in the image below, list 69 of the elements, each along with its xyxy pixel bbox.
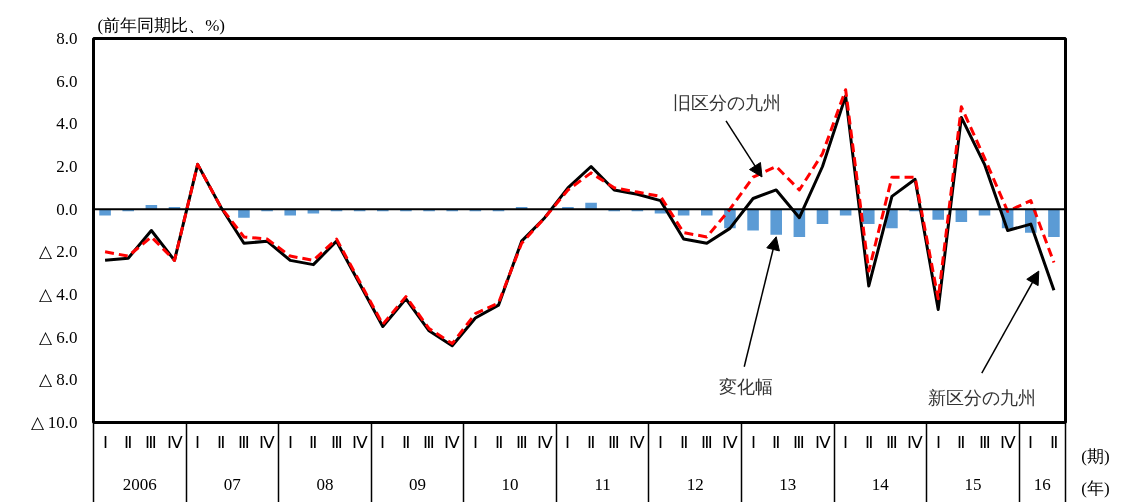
text: 変化幅 [719,376,774,397]
x-tick-label: Ⅳ [444,432,461,452]
x-tick-label: Ⅳ [536,432,553,452]
x-tick-label: Ⅱ [1049,432,1058,452]
y-tick-label: △ 6.0 [39,327,78,347]
text: 11 [594,474,611,494]
x-axis-title: (期) [1081,446,1110,466]
y-tick-label: △ 2.0 [39,242,78,262]
text: 07 [223,474,242,494]
x-tick-label: Ⅳ [721,432,738,452]
x-tick-label: Ⅲ [608,432,621,452]
x-tick-label: Ⅳ [907,432,924,452]
text: 10 [501,474,519,494]
x-tick-label: Ⅱ [864,432,873,452]
x-tick-label: Ⅰ [287,432,293,452]
text: 15 [964,474,982,494]
x-tick-label: Ⅱ [679,432,688,452]
x-tick-label: Ⅰ [843,432,849,452]
text: 09 [409,474,426,494]
x-tick-label: Ⅱ [772,432,781,452]
y-tick-label: 4.0 [56,114,78,134]
x-tick-label: Ⅰ [195,432,201,452]
x-tick-label: Ⅲ [515,432,528,452]
x-tick-label: Ⅲ [978,432,991,452]
x-tick-label: Ⅲ [793,432,806,452]
x-tick-label: Ⅳ [999,432,1016,452]
text: 旧区分の九州 [673,92,782,113]
text: 2006 [122,474,157,494]
x-tick-label: Ⅳ [351,432,368,452]
text: 新区分の九州 [927,388,1036,409]
x-tick-label: Ⅲ [145,432,158,452]
y-tick-label: 0.0 [56,199,78,219]
y-axis-title: (前年同期比、%) [97,15,225,35]
x-tick-label: Ⅲ [330,432,343,452]
x-tick-label: Ⅰ [380,432,386,452]
text: 13 [779,474,797,494]
x-tick-label: Ⅰ [935,432,941,452]
text: 08 [316,474,334,494]
x-tick-label: Ⅱ [401,432,410,452]
x-tick-label: Ⅲ [237,432,250,452]
x-tick-label: Ⅱ [494,432,503,452]
x-tick-label: Ⅰ [1028,432,1034,452]
text: 12 [686,474,704,494]
x-tick-label: Ⅱ [124,432,133,452]
y-tick-label: △ 10.0 [30,413,78,432]
y-tick-label: 2.0 [56,157,78,176]
x-tick-label: Ⅱ [309,432,318,452]
x-tick-label: Ⅱ [216,432,225,452]
x-tick-label: Ⅲ [700,432,713,452]
x-tick-label: Ⅰ [472,432,478,452]
x-tick-label: Ⅳ [629,432,646,452]
x-tick-label: Ⅳ [814,432,831,452]
x-tick-label: Ⅰ [565,432,571,452]
y-tick-label: △ 8.0 [39,370,78,390]
x-tick-label: Ⅲ [423,432,436,452]
x-tick-label: Ⅰ [658,432,663,452]
y-tick-label: 6.0 [56,71,78,91]
x-tick-label: Ⅱ [587,432,596,452]
x-tick-label: Ⅳ [166,432,183,452]
x-tick-label: Ⅳ [259,432,276,452]
y-tick-label: △ 4.0 [39,285,78,304]
text: 14 [871,474,890,494]
text: 16 [1033,474,1051,494]
x-tick-label: Ⅲ [885,432,898,452]
x-tick-label: Ⅱ [957,432,966,452]
text: (年) [1081,478,1110,498]
x-tick-label: Ⅰ [102,432,108,452]
x-tick-label: Ⅰ [750,432,756,452]
y-tick-label: 8.0 [56,29,78,48]
